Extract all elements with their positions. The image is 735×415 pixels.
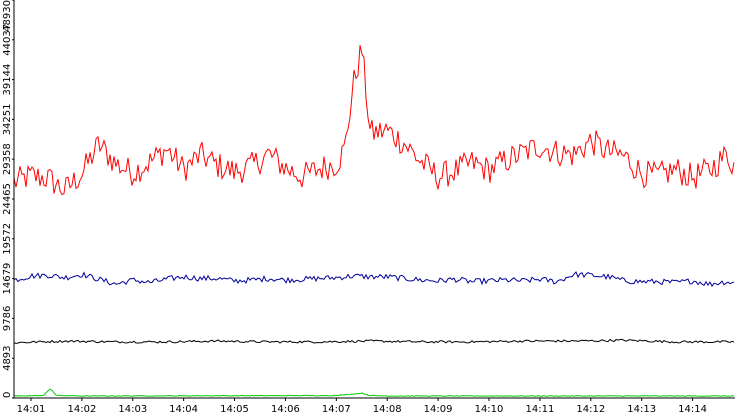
y-tick-label: 0 — [2, 392, 13, 398]
x-tick-labels: 14:01 14:02 14:03 14:04 14:05 14:06 14:07 14:08… — [17, 398, 707, 415]
x-tick-label: 14:11 — [525, 404, 554, 415]
series-line-3 — [13, 338, 735, 344]
y-tick-label: 48930 — [2, 0, 13, 32]
y-tick-label: 39144 — [2, 64, 13, 96]
x-tick-label: 14:01 — [17, 404, 46, 415]
y-tick-label: 19572 — [2, 223, 13, 255]
y-tick-label: 34251 — [2, 103, 13, 135]
y-tick-label: 29358 — [2, 143, 13, 175]
x-tick-label: 14:04 — [169, 404, 198, 415]
x-tick-label: 14:05 — [220, 404, 249, 415]
x-tick-label: 14:09 — [424, 404, 453, 415]
series-layer — [13, 45, 735, 397]
x-tick-label: 14:10 — [475, 404, 504, 415]
x-tick-label: 14:13 — [627, 404, 656, 415]
y-tick-label: 9786 — [2, 306, 13, 331]
y-tick-label: 44037 — [2, 24, 13, 56]
series-line-4 — [13, 388, 735, 397]
y-tick-label: 24465 — [2, 183, 13, 215]
x-tick-label: 14:03 — [118, 404, 147, 415]
x-tick-label: 14:06 — [271, 404, 300, 415]
y-tick-label: 14679 — [2, 263, 13, 295]
series-line-2 — [13, 271, 735, 287]
x-tick-label: 14:14 — [678, 404, 707, 415]
x-tick-label: 14:02 — [67, 404, 96, 415]
x-tick-label: 14:12 — [576, 404, 605, 415]
x-tick-label: 14:07 — [322, 404, 351, 415]
x-tick-label: 14:08 — [373, 404, 402, 415]
series-line-1 — [13, 45, 735, 196]
y-tick-label: 4893 — [2, 345, 13, 370]
y-tick-labels: 0 4893 9786 14679 19572 24465 29358 34251 39144 4… — [2, 0, 14, 399]
